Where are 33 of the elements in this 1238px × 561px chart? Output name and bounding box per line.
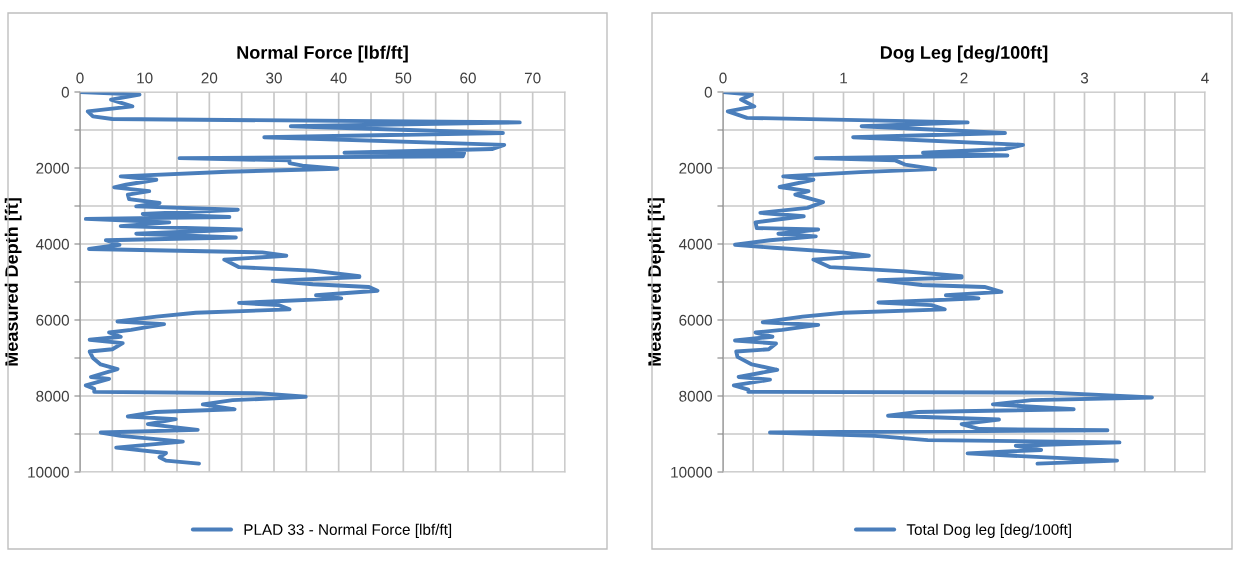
y-tick-label: 2000 — [679, 162, 712, 174]
y-axis-title: Measured Depth [ft] — [4, 198, 22, 366]
x-tick-label: 60 — [460, 72, 476, 84]
y-tick-label: 10000 — [671, 466, 712, 478]
legend-label: Total Dog leg [deg/100ft] — [906, 523, 1071, 538]
y-tick-label: 4000 — [35, 238, 69, 250]
y-tick-label: 10000 — [28, 466, 69, 478]
x-tick-label: 0 — [719, 72, 727, 84]
x-tick-label: 4 — [1201, 72, 1209, 84]
chart-title: Dog Leg [deg/100ft] — [880, 45, 1048, 63]
y-tick-label: 0 — [61, 86, 69, 98]
y-axis-title: Measured Depth [ft] — [647, 198, 665, 366]
y-tick-label: 8000 — [36, 390, 69, 402]
x-tick-label: 20 — [201, 72, 218, 84]
y-tick-label: 0 — [704, 86, 712, 98]
x-tick-label: 30 — [266, 72, 282, 84]
x-tick-label: 50 — [395, 72, 412, 84]
x-tick-label: 40 — [330, 72, 347, 84]
line-series — [80, 92, 522, 466]
line-series — [723, 92, 1154, 466]
x-tick-label: 1 — [840, 72, 847, 84]
legend-label: PLAD 33 - Normal Force [lbf/ft] — [244, 523, 452, 538]
y-tick-label: 6000 — [679, 314, 712, 326]
y-tick-label: 8000 — [679, 390, 712, 402]
y-tick-label: 4000 — [678, 238, 712, 250]
x-tick-label: 0 — [76, 72, 84, 84]
y-tick-label: 2000 — [36, 162, 69, 174]
x-tick-label: 3 — [1080, 72, 1089, 84]
y-tick-label: 6000 — [36, 314, 69, 326]
chart-title: Normal Force [lbf/ft] — [237, 45, 408, 63]
x-tick-label: 70 — [524, 72, 541, 84]
x-tick-label: 10 — [137, 72, 153, 84]
x-tick-label: 2 — [960, 72, 968, 84]
